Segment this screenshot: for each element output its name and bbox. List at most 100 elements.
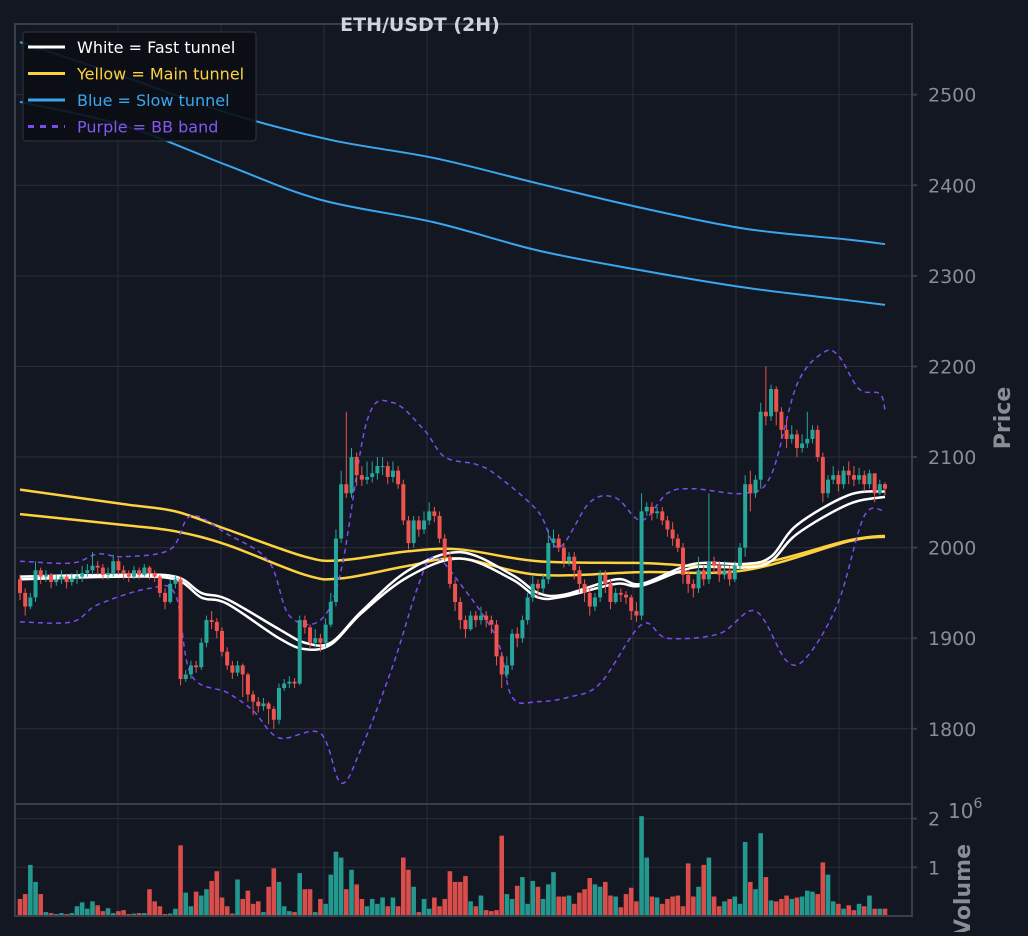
candle-body <box>530 583 535 598</box>
candle-body <box>85 570 90 573</box>
candle-body <box>805 438 810 444</box>
candle <box>629 594 634 621</box>
volume-bar <box>810 891 815 916</box>
candle-body <box>416 520 421 530</box>
volume-bar <box>33 881 38 916</box>
candle-body <box>815 429 820 458</box>
candle <box>313 629 318 648</box>
candle-body <box>655 511 660 514</box>
candle <box>530 574 535 602</box>
candle <box>660 506 665 525</box>
candle-body <box>121 570 126 573</box>
volume-bar <box>509 898 515 916</box>
candle-body <box>194 665 199 668</box>
candle-body <box>432 511 437 516</box>
candle <box>763 366 768 426</box>
candle-body <box>318 638 323 643</box>
candle <box>582 579 587 602</box>
candle-body <box>696 570 701 589</box>
y-tick-label: 2000 <box>928 538 976 560</box>
candle <box>245 672 250 702</box>
candle-body <box>385 466 390 477</box>
candle <box>587 588 592 616</box>
candle <box>805 411 810 448</box>
volume-bar <box>587 878 593 916</box>
candle <box>230 660 235 679</box>
volume-bar <box>421 898 427 916</box>
candle-body <box>292 681 297 684</box>
volume-tick-label: 2 <box>928 809 940 831</box>
volume-bar <box>654 897 660 916</box>
candle-body <box>686 574 691 584</box>
candle-body <box>23 592 28 607</box>
candle <box>561 543 566 568</box>
volume-bar <box>28 864 33 916</box>
volume-bar <box>618 907 624 916</box>
volume-bar <box>820 862 826 916</box>
volume-bar <box>390 897 396 916</box>
candle <box>59 570 64 584</box>
candle-body <box>556 538 561 548</box>
volume-bar <box>706 857 712 916</box>
candle <box>188 660 193 679</box>
volume-bar <box>639 816 644 916</box>
candle <box>240 663 245 698</box>
volume-bar <box>773 901 779 916</box>
volume-bar <box>758 833 763 916</box>
volume-bar <box>494 910 499 916</box>
candle <box>478 606 483 625</box>
candle-body <box>183 674 188 679</box>
candle <box>276 683 281 725</box>
candle-body <box>504 665 509 675</box>
candle-body <box>168 583 173 602</box>
volume-bar <box>799 896 805 916</box>
candle-body <box>598 574 603 598</box>
candle-body <box>758 411 763 480</box>
volume-bar <box>763 877 769 916</box>
volume-bar <box>856 903 862 916</box>
candle <box>64 574 69 589</box>
volume-bar <box>198 895 204 916</box>
candle <box>572 552 577 580</box>
volume-bar <box>245 890 251 916</box>
candle <box>753 475 758 498</box>
candle <box>271 706 276 729</box>
candle-body <box>541 579 546 589</box>
candle <box>142 563 147 577</box>
volume-bar <box>675 895 681 916</box>
candle-body <box>209 620 214 622</box>
volume-bar <box>846 905 852 916</box>
candle <box>43 570 48 583</box>
volume-bar <box>219 897 225 916</box>
volume-bar <box>411 886 416 916</box>
candle-body <box>266 703 271 709</box>
volume-bar <box>540 898 546 916</box>
volume-bar <box>266 886 271 916</box>
volume-bar <box>504 894 510 916</box>
candle-body <box>147 567 152 573</box>
candle <box>680 543 685 584</box>
fast-lower-line <box>19 495 886 651</box>
candle-body <box>344 484 349 494</box>
candle <box>339 470 344 544</box>
candle <box>841 466 846 489</box>
candle <box>416 515 421 537</box>
volume-bar <box>882 908 888 916</box>
volume-bar <box>281 906 287 916</box>
volume-bar <box>851 910 857 916</box>
candle-body <box>74 576 79 579</box>
volume-bar <box>561 896 567 916</box>
candle-body <box>691 583 696 589</box>
candle <box>463 615 468 639</box>
candle-body <box>841 470 846 485</box>
candle-body <box>261 703 266 707</box>
candle-body <box>80 572 85 577</box>
candle-body <box>365 476 370 480</box>
candle-body <box>489 620 494 625</box>
volume-tick-label: 1 <box>928 857 940 879</box>
volume-bar <box>375 903 380 916</box>
candle-body <box>748 484 753 494</box>
candle-body <box>354 457 359 476</box>
candle <box>556 534 561 553</box>
candle-body <box>18 579 22 593</box>
